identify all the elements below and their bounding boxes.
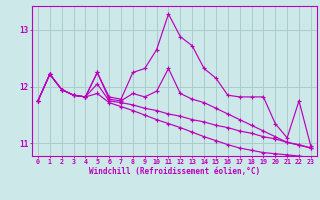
X-axis label: Windchill (Refroidissement éolien,°C): Windchill (Refroidissement éolien,°C) xyxy=(89,167,260,176)
